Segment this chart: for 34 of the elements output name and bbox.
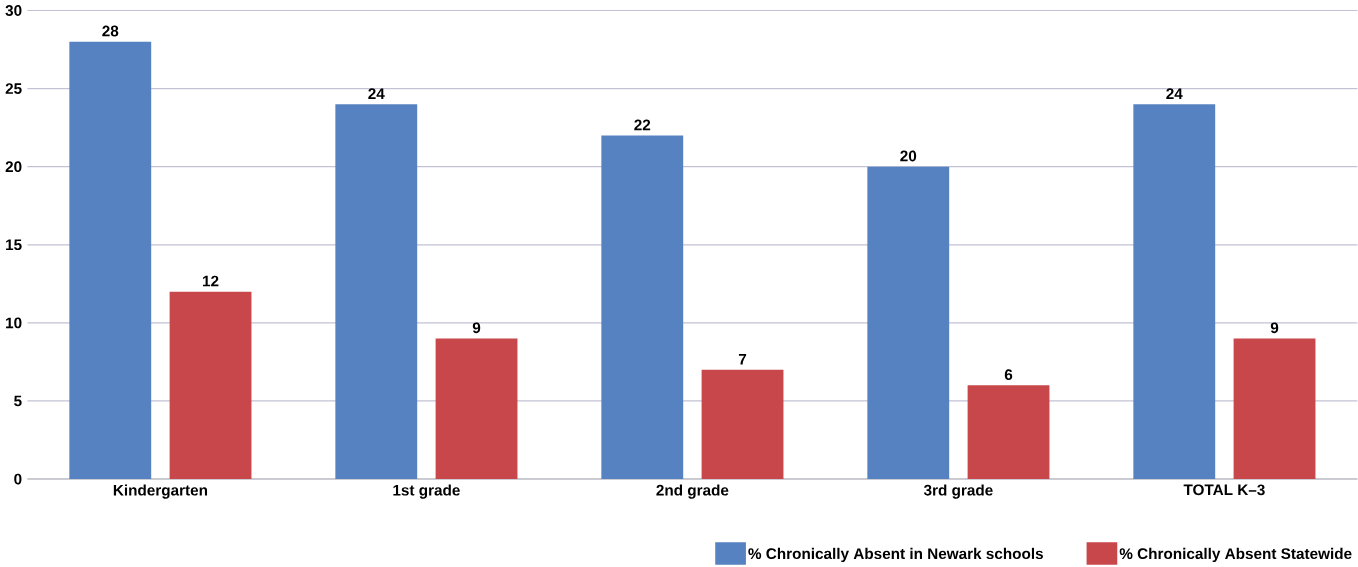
x-tick-label: 2nd grade [656,484,729,499]
y-tick-label: 30 [5,5,22,17]
data-label: 9 [472,322,481,334]
y-tick-label: 25 [5,83,22,95]
bar [867,166,950,480]
y-tick-label: 5 [14,395,22,407]
x-tick-label: Kindergarten [113,484,208,499]
data-label: 9 [1270,322,1279,334]
y-tick-label: 15 [6,239,22,251]
bar [169,291,252,480]
bar [1233,338,1316,480]
data-label: 7 [738,354,747,365]
legend-label: % Chronically Absent in Newark schools [748,547,1043,563]
data-label: 22 [634,119,651,131]
data-label: 20 [900,150,917,162]
y-tick-label: 20 [5,161,22,173]
y-tick-label: 10 [6,317,22,329]
x-tick-label: 3rd grade [923,484,993,499]
bar [601,135,684,480]
bar [701,369,784,480]
x-tick-label: TOTAL K–3 [1183,484,1265,496]
x-tick-label: 1st grade [393,484,460,499]
data-label: 24 [1166,88,1183,100]
data-label: 28 [102,25,119,37]
data-label: 24 [368,88,385,100]
bar [435,338,518,480]
bar [69,41,152,480]
bar [1133,104,1216,480]
bar [967,385,1050,480]
bar [335,104,418,480]
data-label: 6 [1004,369,1013,381]
y-tick-label: 0 [14,473,22,485]
legend-label: % Chronically Absent Statewide [1119,547,1352,563]
data-label: 12 [203,275,219,287]
